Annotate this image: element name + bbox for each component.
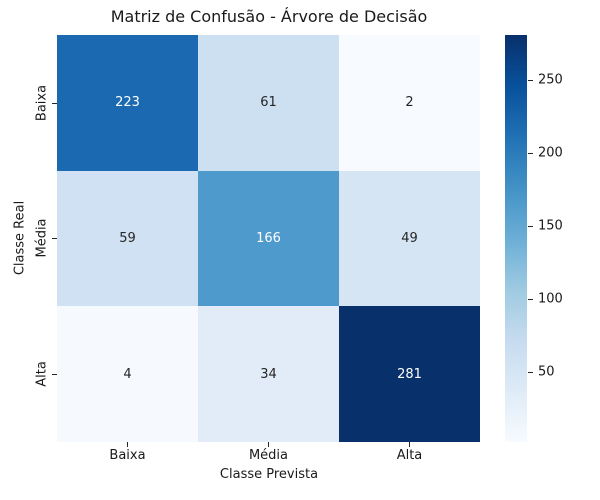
colorbar-tick-label: 50: [538, 364, 555, 380]
x-tick-mark: [268, 442, 269, 447]
x-tick-label: Baixa: [109, 448, 146, 463]
y-tick-mark: [52, 374, 57, 375]
y-tick-mark: [52, 103, 57, 104]
matrix-cell: 166: [198, 170, 339, 307]
colorbar-gradient: [505, 35, 527, 442]
y-tick-mark: [52, 238, 57, 239]
matrix-cell: 223: [57, 35, 198, 171]
x-tick-mark: [127, 442, 128, 447]
colorbar-tick-mark: [528, 226, 533, 228]
colorbar-tick-mark: [528, 371, 533, 373]
matrix-cell: 4: [57, 306, 198, 442]
matrix-cell: 34: [198, 306, 339, 442]
colorbar-tick-mark: [528, 80, 533, 82]
x-tick-label: Alta: [396, 448, 423, 463]
colorbar-tick-label: 150: [538, 218, 563, 234]
y-tick-label: Baixa: [34, 84, 50, 122]
y-tick-label: Média: [34, 218, 50, 258]
y-axis-label: Classe Real: [12, 200, 28, 276]
matrix-cell: 49: [339, 170, 480, 307]
matrix-cell: 281: [339, 306, 480, 442]
matrix-cell: 61: [198, 35, 339, 171]
x-axis-label: Classe Prevista: [219, 467, 319, 482]
matrix-cell: 59: [57, 170, 198, 307]
colorbar-tick-mark: [528, 299, 533, 301]
x-tick-mark: [409, 442, 410, 447]
chart-title: Matriz de Confusão - Árvore de Decisão: [110, 7, 428, 26]
heatmap-grid: 223 61 2 59 166 49 4 34 281: [57, 35, 480, 442]
colorbar-tick-mark: [528, 153, 533, 155]
x-tick-label: Média: [248, 448, 289, 463]
colorbar-tick-label: 100: [538, 291, 563, 307]
colorbar-tick-label: 250: [538, 72, 563, 88]
matrix-cell: 2: [339, 35, 480, 171]
y-tick-label: Alta: [34, 361, 50, 387]
colorbar-tick-label: 200: [538, 145, 563, 161]
